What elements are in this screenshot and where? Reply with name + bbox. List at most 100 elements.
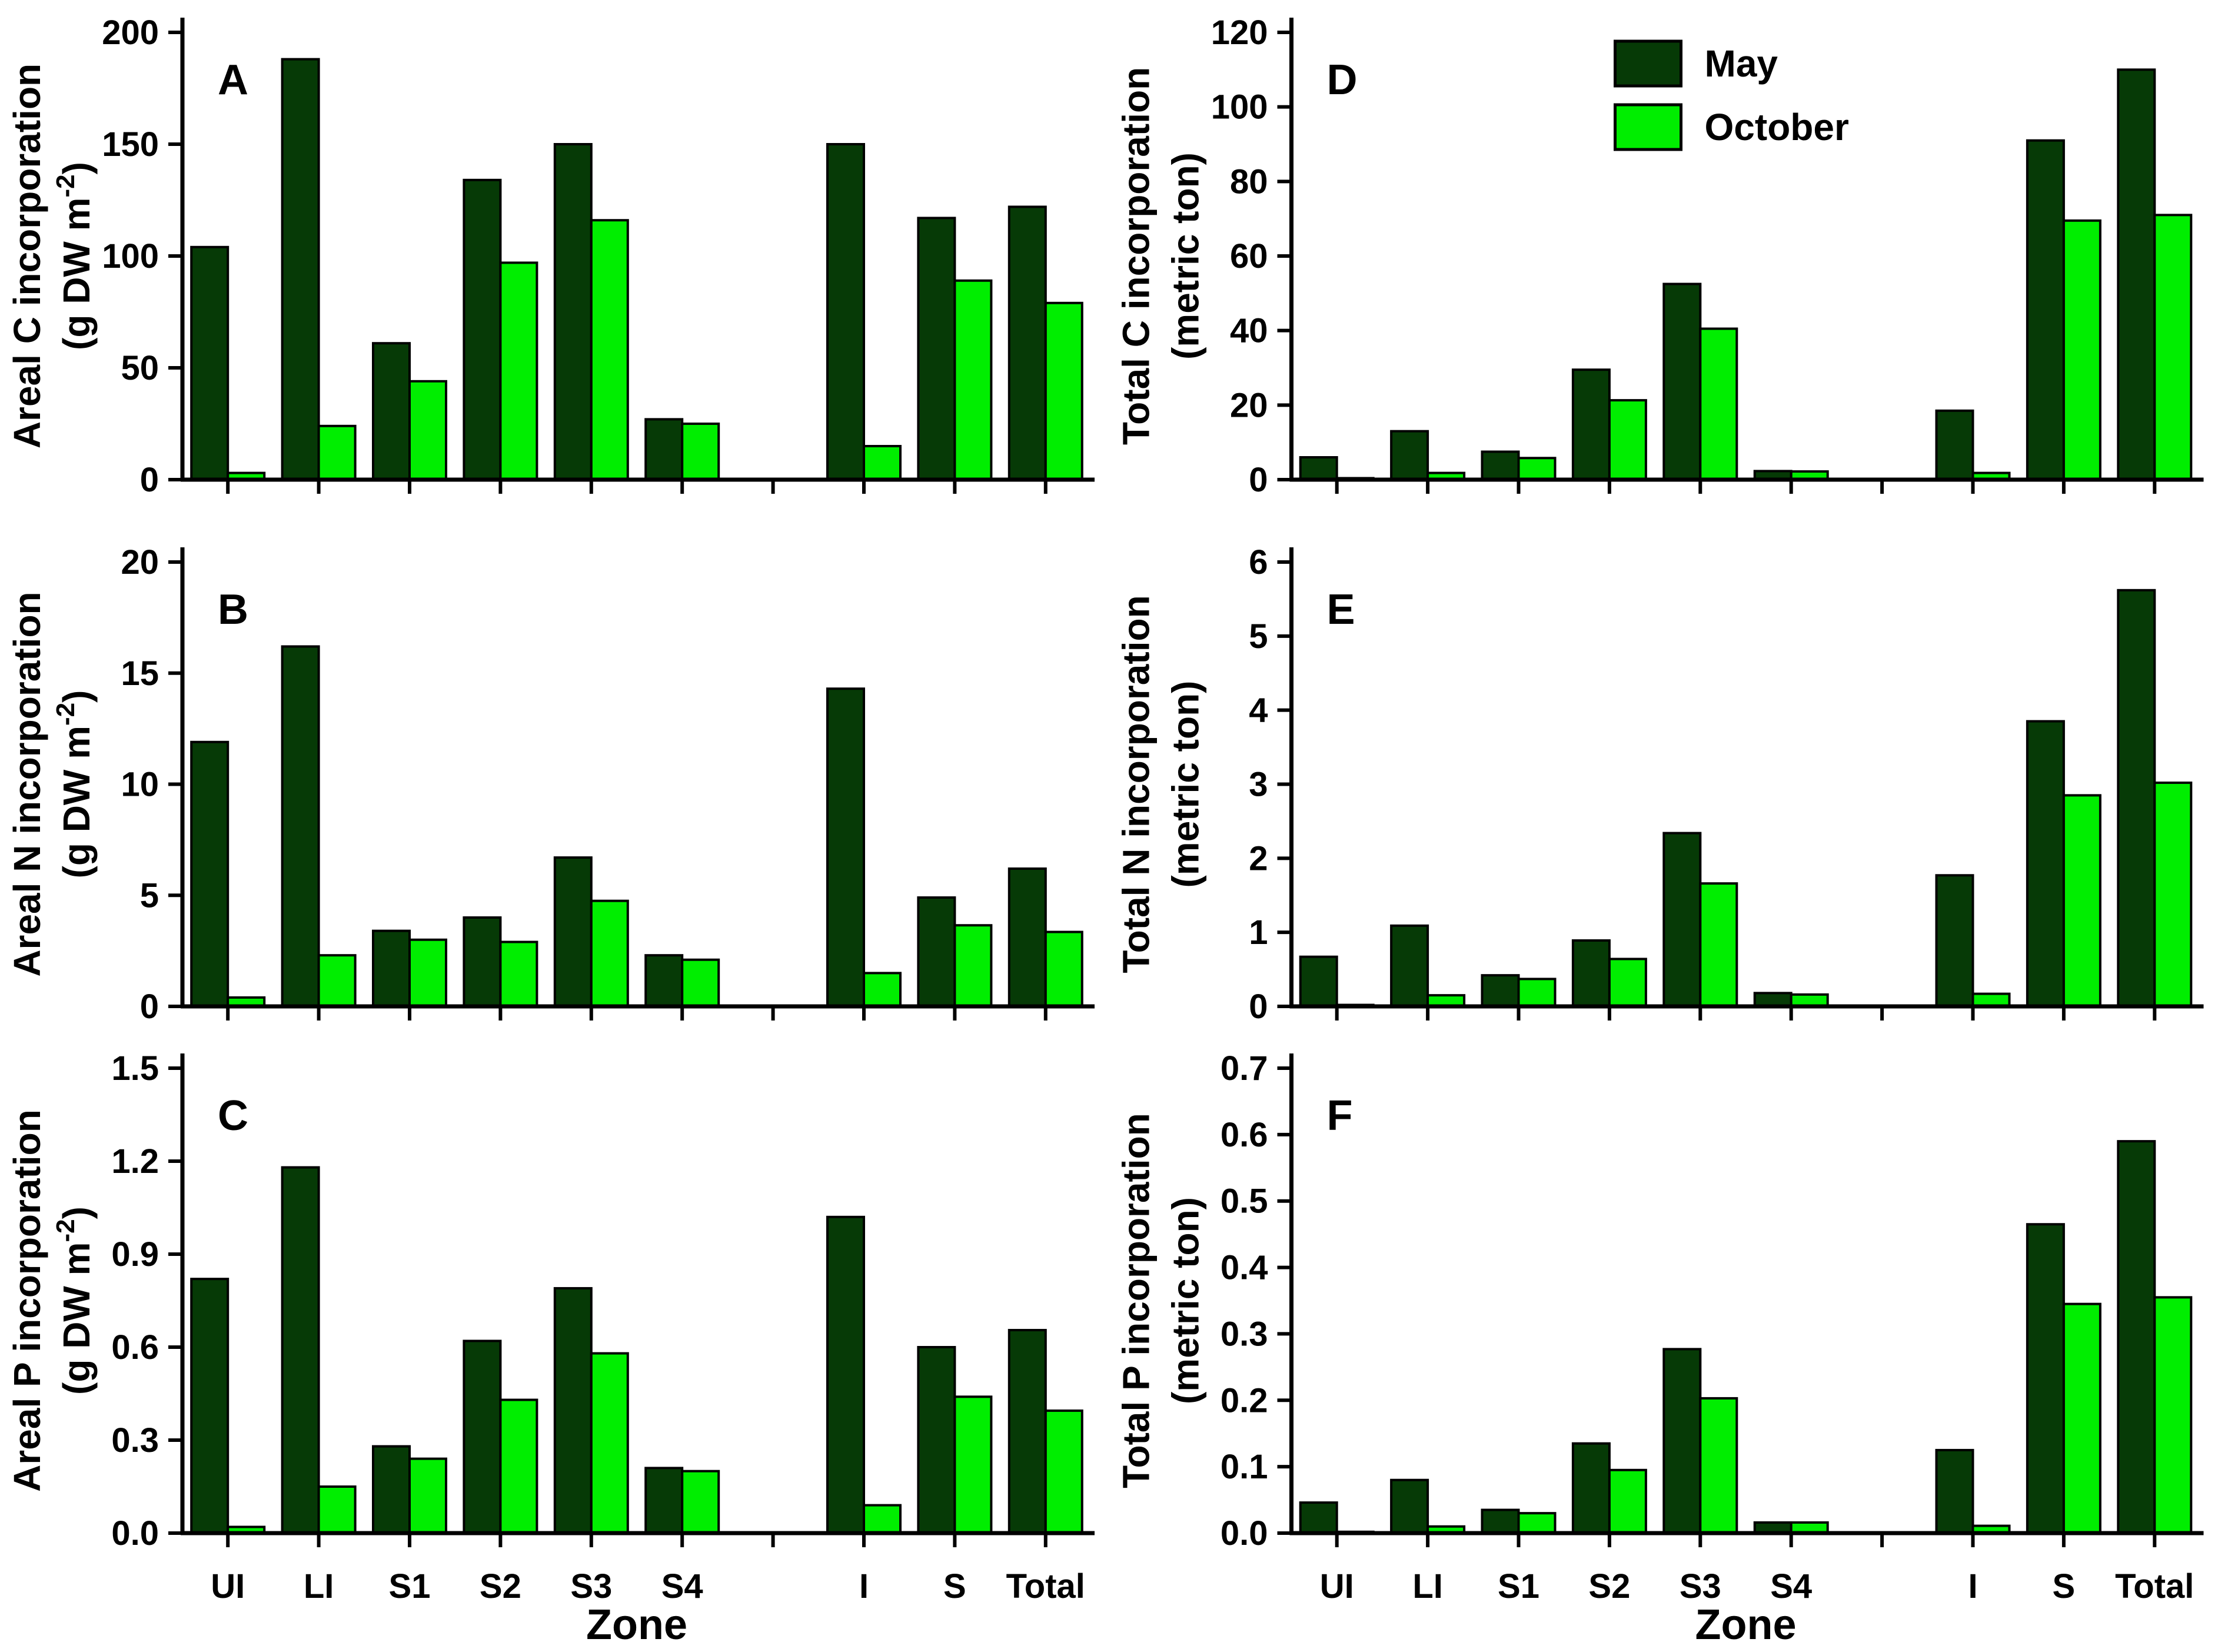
bar-may-s1 [372,929,411,1008]
bar-october-li [317,954,357,1008]
y-axis-label-C: Areal P incorporation (g DW m-2) [6,1109,98,1492]
bar-may-s4 [644,954,684,1008]
ytick-label: 20 [1230,386,1268,424]
bar-october-li [317,424,357,481]
bar-may-ui [190,740,230,1008]
ytick-label: 6 [1249,543,1268,581]
y-axis-label-line1: Total N incorporation [1115,595,1158,973]
bar-may-s4 [644,418,684,481]
y-axis-label-B: Areal N incorporation (g DW m-2) [6,591,98,976]
bar-may-s [917,1346,956,1534]
xtick-label-s4: S4 [661,1567,703,1606]
xtick-label-total: Total [2115,1567,2194,1606]
ytick-label: 100 [102,237,159,275]
bars-E [1299,589,2193,1008]
bar-october-s3 [1699,882,1738,1008]
bar-may-s [2026,139,2065,481]
bar-may-li [281,645,320,1008]
ytick-label: 0.3 [1221,1315,1268,1353]
bar-october-s1 [408,938,447,1008]
bar-may-total [1007,205,1047,481]
ytick-label: 0.9 [111,1235,159,1274]
bar-may-s1 [1481,1508,1520,1534]
ytick-label: 0.1 [1221,1448,1268,1486]
bar-october-s [2062,219,2101,481]
bar-may-s [2026,1223,2065,1534]
bar-october-s4 [681,958,720,1008]
ytick-label: 0.3 [111,1421,159,1460]
bar-may-s3 [1662,832,1702,1008]
ytick-label: 200 [102,14,159,52]
bar-may-li [281,1166,320,1535]
ytick-label: 15 [121,654,159,693]
bar-may-i [1935,874,1974,1008]
bar-may-total [2117,1140,2156,1534]
ytick-label: 60 [1230,237,1268,275]
bar-october-s3 [1699,1397,1738,1535]
ytick-label: 0 [1249,988,1268,1026]
ytick-label: 5 [1249,617,1268,656]
bar-october-total [2153,214,2193,481]
axes-D: 0 20 40 60 80 100 120 [1211,14,2204,499]
panel-letter-e: E [1327,586,1355,633]
xtick-label-s2: S2 [480,1567,521,1606]
y-axis-label-line2: (metric ton) [1165,681,1207,888]
bar-may-i [826,143,865,481]
y-axis-label-line2: (g DW m-2) [51,1206,98,1395]
ytick-label: 120 [1211,14,1268,52]
ytick-label: 20 [121,543,159,581]
y-axis-label-line2: (g DW m-2) [51,690,98,879]
bar-may-s3 [1662,282,1702,481]
y-axis-label-line2: (g DW m-2) [51,162,98,350]
bars-D [1299,68,2193,481]
xtick-label-s1: S1 [1498,1567,1539,1606]
legend-swatch-october [1614,103,1682,151]
bar-may-total [2117,68,2156,481]
bar-october-s1 [408,380,447,481]
xtick-label-i: I [859,1567,869,1606]
bar-may-li [1390,430,1429,481]
bars-F [1299,1140,2193,1535]
panel-a: 0 50 100 150 200 A Areal C incorporation (g DW … [0,0,1109,530]
y-axis-label-F: Total P incorporation (metric ton) [1115,1113,1207,1488]
xtick-label-s1: S1 [389,1567,431,1606]
y-axis-label-line2: (metric ton) [1165,1197,1207,1404]
xtick-label-s: S [943,1567,966,1606]
bar-october-s [953,1395,993,1534]
xtick-label-i: I [1968,1567,1977,1606]
legend: May October [1614,39,1849,151]
ytick-label: 0 [140,988,159,1026]
bar-october-s3 [590,899,629,1008]
y-axis-label-line2: (metric ton) [1165,152,1207,360]
bar-october-s2 [499,261,538,481]
bar-october-s3 [590,1352,629,1534]
xtick-label-s2: S2 [1588,1567,1630,1606]
panel-letter-b: B [218,586,248,633]
panel-b: 0 5 10 15 20 B Areal N incorporation (g DW m-2) [0,530,1109,1036]
ytick-label: 0.5 [1221,1182,1268,1221]
bar-may-s3 [553,1287,593,1534]
panel-letter-d: D [1327,56,1358,104]
xtick-label-total: Total [1006,1567,1085,1606]
bar-may-total [1007,1329,1047,1534]
xtick-label-ui: UI [211,1567,245,1606]
panel-f-chart: 0.0 0.1 0.2 0.3 0.4 0.5 0.6 0.7 UI LI S1 S2 S3 S4 I S To… [1115,1049,2204,1648]
panel-c-chart: 0.0 0.3 0.6 0.9 1.2 1.5 UI LI S1 S2 S3 S4 I S Total Zon… [6,1049,1095,1648]
panel-letter-a: A [218,56,248,104]
panel-d: 0 20 40 60 80 100 120 D Total C incorporation (me… [1109,0,2218,530]
bar-may-s [917,896,956,1008]
bar-may-total [2117,589,2156,1008]
bar-october-i [863,445,902,481]
bar-may-ui [190,245,230,481]
bar-may-ui [1299,1501,1338,1534]
xtick-label-s4: S4 [1770,1567,1812,1606]
ytick-label: 4 [1249,692,1268,730]
bar-may-s2 [1571,1442,1611,1535]
ytick-label: 0.7 [1221,1049,1268,1088]
ytick-label: 2 [1249,839,1268,877]
bar-may-s4 [644,1467,684,1535]
ytick-label: 100 [1211,88,1268,127]
bar-may-s2 [463,916,502,1008]
bar-october-s3 [1699,327,1738,481]
bar-october-total [1044,1409,1083,1535]
